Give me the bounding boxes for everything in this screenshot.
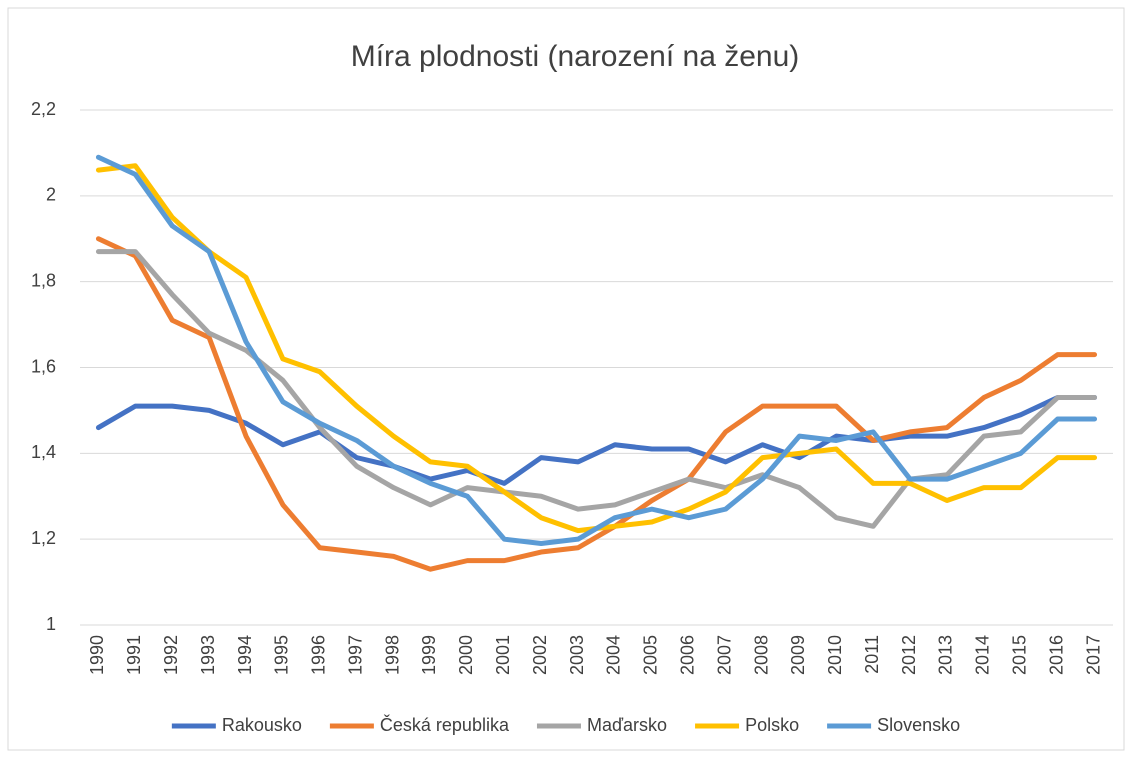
x-tick-label: 2011 bbox=[862, 635, 882, 674]
x-tick-label: 2005 bbox=[641, 635, 661, 675]
x-tick-label: 2003 bbox=[567, 635, 587, 675]
y-tick-label: 2 bbox=[46, 185, 56, 205]
x-tick-label: 2013 bbox=[936, 635, 956, 675]
x-tick-label: 1992 bbox=[161, 635, 181, 675]
x-tick-label: 1993 bbox=[198, 635, 218, 675]
x-tick-label: 2006 bbox=[677, 635, 697, 675]
y-tick-label: 1,8 bbox=[31, 270, 56, 290]
x-tick-label: 1999 bbox=[419, 635, 439, 675]
x-tick-label: 2007 bbox=[714, 635, 734, 675]
chart-title: Míra plodnosti (narození na ženu) bbox=[351, 40, 800, 73]
x-tick-label: 1996 bbox=[309, 635, 329, 675]
y-tick-label: 1 bbox=[46, 614, 56, 634]
series-line bbox=[95, 395, 1098, 486]
y-tick-label: 1,2 bbox=[31, 528, 56, 548]
x-tick-label: 2010 bbox=[825, 635, 845, 675]
y-tick-label: 2,2 bbox=[31, 99, 56, 119]
x-tick-label: 2000 bbox=[456, 635, 476, 675]
x-tick-label: 2002 bbox=[530, 635, 550, 675]
x-tick-label: 2014 bbox=[973, 635, 993, 675]
y-tick-label: 1,6 bbox=[31, 356, 56, 376]
x-tick-label: 2016 bbox=[1046, 635, 1066, 675]
x-tick-label: 1991 bbox=[124, 635, 144, 675]
series-line bbox=[95, 236, 1098, 572]
legend-label: Česká republika bbox=[380, 714, 510, 735]
legend-label: Slovensko bbox=[877, 715, 960, 735]
legend-label: Rakousko bbox=[222, 715, 302, 735]
y-tick-label: 1,4 bbox=[31, 442, 56, 462]
chart-border bbox=[7, 7, 1125, 751]
x-tick-label: 2008 bbox=[751, 635, 771, 675]
x-tick-label: 1997 bbox=[345, 635, 365, 675]
series-line bbox=[95, 154, 1098, 546]
x-tick-label: 2009 bbox=[788, 635, 808, 675]
x-tick-label: 1990 bbox=[87, 635, 107, 675]
x-tick-label: 1995 bbox=[272, 635, 292, 675]
x-tick-label: 2004 bbox=[604, 635, 624, 675]
x-tick-label: 2001 bbox=[493, 635, 513, 675]
x-tick-label: 2015 bbox=[1010, 635, 1030, 675]
legend-label: Polsko bbox=[745, 715, 799, 735]
x-tick-label: 2012 bbox=[899, 635, 919, 675]
x-tick-label: 1994 bbox=[235, 635, 255, 675]
x-tick-label: 2017 bbox=[1083, 635, 1103, 675]
x-tick-label: 1998 bbox=[382, 635, 402, 675]
legend-label: Maďarsko bbox=[587, 715, 667, 735]
